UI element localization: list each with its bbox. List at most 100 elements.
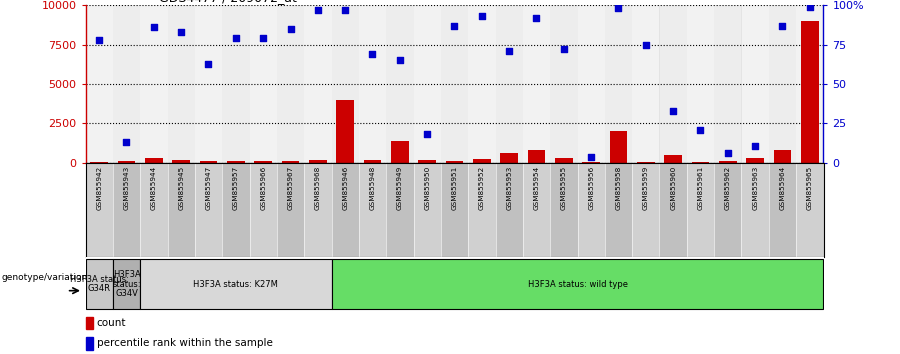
Text: GSM855945: GSM855945 [178,166,184,210]
Point [284,26,298,32]
Bar [364,160,382,163]
Bar [664,155,682,163]
Bar [413,163,441,257]
Point [420,132,435,137]
Text: percentile rank within the sample: percentile rank within the sample [97,338,273,348]
Bar [309,160,327,163]
Text: GSM855967: GSM855967 [287,166,293,210]
Text: GSM855961: GSM855961 [698,166,704,210]
Bar [468,5,496,163]
Bar [140,5,167,163]
Bar [637,162,654,163]
Bar [632,5,660,163]
Bar [249,163,277,257]
Text: GSM855951: GSM855951 [452,166,457,210]
Text: count: count [97,318,126,328]
Bar [112,163,140,257]
Bar [391,141,409,163]
Bar [796,163,824,257]
FancyBboxPatch shape [86,259,112,309]
Bar [691,161,709,163]
Bar [500,153,518,163]
Bar [550,163,578,257]
Bar [304,5,331,163]
Bar [742,163,769,257]
Bar [227,161,245,163]
Point [502,48,517,54]
Bar [304,163,331,257]
Bar [86,163,112,257]
Bar [578,5,605,163]
Bar [769,5,796,163]
Text: GSM855964: GSM855964 [779,166,786,210]
Text: GSM855949: GSM855949 [397,166,403,210]
Bar [446,161,464,163]
FancyBboxPatch shape [112,259,140,309]
Text: GSM855956: GSM855956 [589,166,594,210]
Bar [282,161,300,163]
Point [556,47,571,52]
Bar [118,161,135,163]
Bar [605,163,632,257]
FancyBboxPatch shape [140,259,331,309]
Bar [331,5,359,163]
Text: H3F3A status:
G34R: H3F3A status: G34R [69,275,129,293]
Bar [715,5,742,163]
Point [748,143,762,148]
Text: GDS4477 / 209072_at: GDS4477 / 209072_at [159,0,297,4]
Bar [331,163,359,257]
Text: GSM855965: GSM855965 [806,166,813,210]
Point [120,139,134,145]
Bar [167,163,194,257]
Bar [386,163,413,257]
Point [338,7,353,13]
Text: H3F3A
status:
G34V: H3F3A status: G34V [112,270,140,298]
Bar [200,161,218,163]
Bar [523,5,550,163]
Text: GSM855943: GSM855943 [123,166,130,210]
Bar [194,163,222,257]
Bar [796,5,824,163]
Bar [468,163,496,257]
Bar [337,100,354,163]
Text: GSM855966: GSM855966 [260,166,266,210]
Point [447,23,462,29]
Bar [255,161,272,163]
Text: GSM855953: GSM855953 [506,166,512,210]
Bar [473,159,491,163]
Text: GSM855952: GSM855952 [479,166,485,210]
Bar [746,158,764,163]
FancyBboxPatch shape [331,259,824,309]
Bar [550,5,578,163]
Text: genotype/variation: genotype/variation [2,273,88,282]
Text: GSM855962: GSM855962 [724,166,731,210]
Bar [687,163,715,257]
Point [803,4,817,10]
Bar [496,5,523,163]
Bar [86,5,112,163]
Point [584,154,598,159]
Bar [719,161,737,163]
Bar [801,21,819,163]
Bar [86,337,93,350]
Bar [578,163,605,257]
Bar [609,131,627,163]
Bar [496,163,523,257]
Bar [222,163,249,257]
Bar [140,163,167,257]
Bar [742,5,769,163]
Point [256,35,270,41]
Point [365,51,380,57]
Point [147,24,161,30]
Text: GSM855968: GSM855968 [315,166,320,210]
Point [92,37,106,43]
Text: GSM855959: GSM855959 [643,166,649,210]
Bar [359,163,386,257]
Point [529,15,544,21]
Bar [249,5,277,163]
Bar [582,161,600,163]
Bar [90,162,108,163]
Text: GSM855963: GSM855963 [752,166,758,210]
Bar [715,163,742,257]
Text: GSM855955: GSM855955 [561,166,567,210]
